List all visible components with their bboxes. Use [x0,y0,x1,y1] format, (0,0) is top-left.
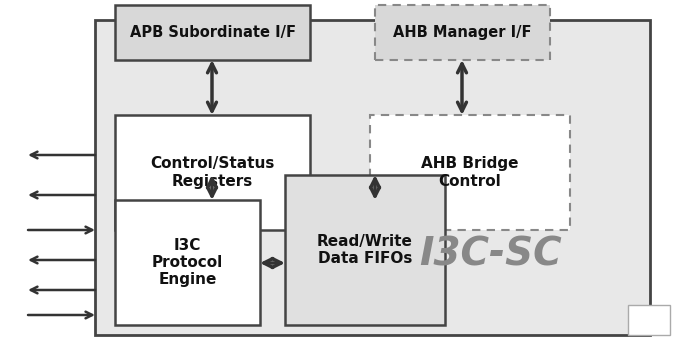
Bar [115,5,310,60]
Text: I3C
Protocol
Engine: I3C Protocol Engine [152,238,223,287]
Bar [285,175,445,325]
Text: Control/Status
Registers: Control/Status Registers [150,156,274,189]
Bar [628,305,670,335]
Text: AHB Manager I/F: AHB Manager I/F [393,25,532,40]
Text: AHB Bridge
Control: AHB Bridge Control [421,156,519,189]
Bar [115,200,260,325]
Bar [95,20,650,335]
Text: APB Subordinate I/F: APB Subordinate I/F [130,25,295,40]
Text: I3C-SC: I3C-SC [419,236,561,274]
Bar [370,115,570,230]
Text: Read/Write
Data FIFOs: Read/Write Data FIFOs [317,234,413,266]
Bar [115,115,310,230]
Bar [375,5,550,60]
